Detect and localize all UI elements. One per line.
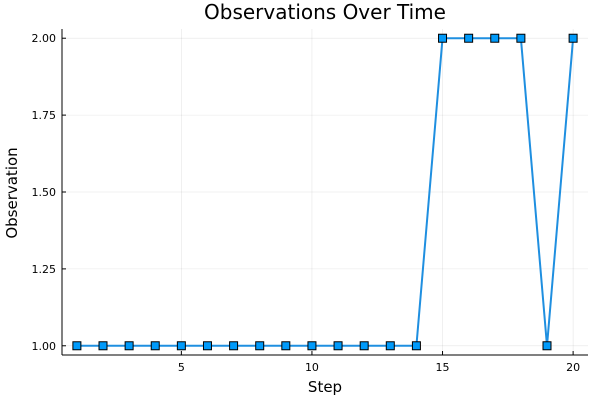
- data-point: [359, 341, 369, 351]
- y-tick-label: 1.25: [32, 263, 57, 276]
- x-tick-label: 20: [566, 361, 580, 374]
- y-tick-label: 2.00: [32, 32, 57, 45]
- data-point: [568, 33, 578, 43]
- data-point: [229, 341, 239, 351]
- data-point: [411, 341, 421, 351]
- grid-lines: [62, 29, 588, 355]
- data-point: [385, 341, 395, 351]
- y-tick-labels: 1.00 1.25 1.50 1.75 2.00: [32, 32, 57, 353]
- series-group: [72, 33, 578, 351]
- data-point: [464, 33, 474, 43]
- data-point: [542, 341, 552, 351]
- x-tick-label: 10: [305, 361, 319, 374]
- data-point: [124, 341, 134, 351]
- data-point: [98, 341, 108, 351]
- data-point: [490, 33, 500, 43]
- data-point: [438, 33, 448, 43]
- data-point: [150, 341, 160, 351]
- data-point: [176, 341, 186, 351]
- x-axis-label: Step: [308, 378, 342, 396]
- x-tick-label: 5: [178, 361, 185, 374]
- y-tick-label: 1.00: [32, 340, 57, 353]
- data-point: [255, 341, 265, 351]
- data-point: [333, 341, 343, 351]
- x-tick-labels: 5 10 15 20: [178, 361, 580, 374]
- x-tick-label: 15: [436, 361, 450, 374]
- data-point: [516, 33, 526, 43]
- y-tick-label: 1.50: [32, 186, 57, 199]
- tick-marks: [62, 37, 574, 355]
- data-point: [202, 341, 212, 351]
- y-axis-label: Observation: [3, 147, 21, 238]
- data-point: [307, 341, 317, 351]
- y-tick-label: 1.75: [32, 109, 57, 122]
- data-point: [281, 341, 291, 351]
- data-point: [72, 341, 82, 351]
- chart-title: Observations Over Time: [204, 0, 446, 24]
